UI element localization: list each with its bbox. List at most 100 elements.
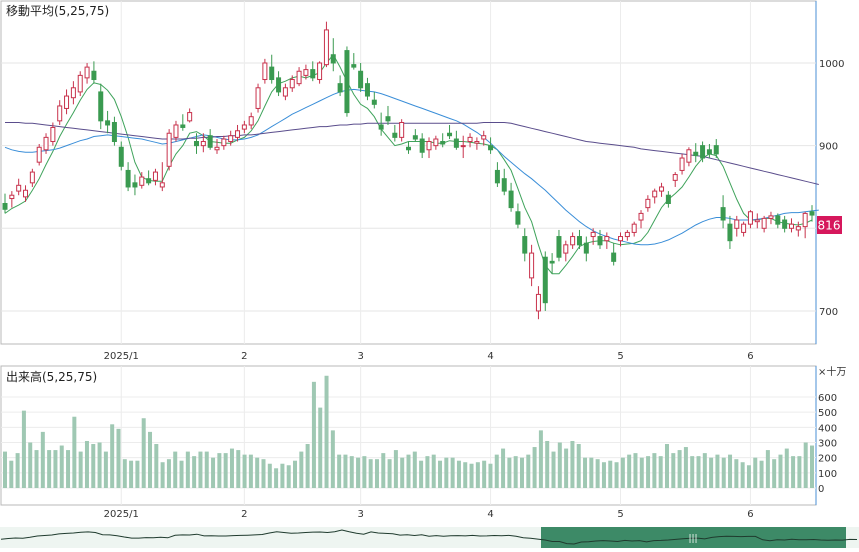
candle	[50, 122, 56, 146]
candle-body	[494, 169, 500, 184]
price-y-tick-label: 1000	[819, 59, 844, 70]
navigator-handle[interactable]: |||	[688, 534, 697, 544]
candle	[378, 112, 384, 136]
candle	[139, 172, 145, 189]
candle-body	[741, 223, 747, 233]
candle-body	[358, 70, 364, 89]
price-panel	[0, 0, 817, 345]
volume-bar	[242, 454, 247, 488]
candle	[77, 71, 83, 97]
volume-bar	[311, 381, 316, 488]
candle	[125, 162, 131, 192]
candle-body	[686, 149, 692, 163]
candle-body	[727, 223, 733, 242]
volume-bar	[444, 457, 449, 488]
candle-body	[36, 146, 42, 163]
candle	[604, 232, 610, 249]
candle	[542, 251, 548, 311]
candle-body	[282, 87, 288, 97]
candle	[788, 218, 794, 233]
candle	[187, 108, 193, 123]
candle-body	[412, 135, 418, 140]
volume-bar	[608, 460, 613, 488]
candle	[576, 229, 582, 249]
volume-bar	[488, 463, 493, 488]
volume-bar	[583, 457, 588, 488]
candle-body	[556, 236, 562, 258]
candle	[713, 139, 719, 159]
candle	[84, 62, 90, 84]
candle	[228, 130, 234, 146]
candle-body	[631, 223, 637, 233]
candle-body	[440, 141, 446, 145]
candle	[754, 213, 760, 229]
candle-body	[713, 145, 719, 155]
candle-body	[761, 217, 767, 229]
volume-bar	[267, 463, 272, 488]
candle-body	[139, 176, 145, 186]
candle-body	[330, 54, 336, 64]
volume-bar	[702, 453, 707, 488]
candle-body	[754, 219, 760, 223]
volume-x-tick-label: 6	[747, 509, 753, 520]
volume-bar	[148, 431, 153, 488]
candle-body	[262, 62, 268, 81]
volume-bar	[15, 453, 20, 488]
candle	[289, 75, 295, 92]
candle-body	[563, 244, 569, 254]
candle-body	[105, 120, 111, 126]
candle-body	[802, 212, 808, 228]
volume-y-tick-label: 0	[818, 484, 824, 495]
price-x-tick-label: 5	[617, 351, 623, 362]
navigator-selection[interactable]	[541, 527, 846, 548]
candle-body	[200, 141, 206, 147]
candle	[460, 135, 466, 159]
candle-body	[775, 215, 781, 225]
candle-body	[460, 145, 466, 148]
range-navigator[interactable]: |||	[0, 527, 859, 548]
volume-bar	[198, 451, 203, 488]
volume-bar	[318, 407, 323, 488]
volume-bar	[387, 459, 392, 488]
volume-bar	[810, 445, 814, 488]
candle-body	[118, 146, 124, 167]
candle	[679, 153, 685, 175]
candle	[488, 137, 494, 154]
candle	[23, 185, 29, 202]
candle	[706, 143, 712, 159]
volume-bar	[677, 450, 682, 488]
candle	[515, 203, 521, 229]
candle	[296, 67, 302, 87]
candle	[720, 195, 726, 229]
candle-body	[269, 66, 275, 81]
volume-bar	[709, 457, 714, 488]
candle-body	[43, 136, 49, 151]
volume-bar	[110, 424, 115, 488]
volume-bars	[3, 375, 814, 488]
volume-x-tick-label: 3	[357, 509, 363, 520]
candle	[611, 243, 617, 266]
candle-body	[447, 132, 453, 137]
candle	[453, 130, 459, 150]
candle	[426, 137, 432, 159]
candle	[529, 244, 535, 287]
ma-5-line	[4, 53, 813, 275]
volume-bar	[299, 451, 304, 488]
candle-body	[303, 69, 309, 76]
candle	[412, 129, 418, 142]
candle	[385, 105, 391, 125]
candle	[118, 141, 124, 171]
candle	[248, 112, 254, 130]
volume-bar	[217, 453, 222, 488]
candle	[556, 229, 562, 262]
candle-body	[583, 242, 589, 254]
volume-y-tick-label: 600	[818, 393, 837, 404]
candle-body	[193, 141, 199, 147]
price-x-axis: 2025/1 2 3 4 5 6	[104, 351, 754, 362]
candle-body	[323, 29, 329, 66]
candle-body	[734, 219, 740, 229]
volume-bar	[21, 410, 26, 488]
candle-body	[310, 69, 316, 79]
candle	[590, 228, 596, 245]
volume-chart-title: 出来高(5,25,75)	[6, 369, 97, 384]
